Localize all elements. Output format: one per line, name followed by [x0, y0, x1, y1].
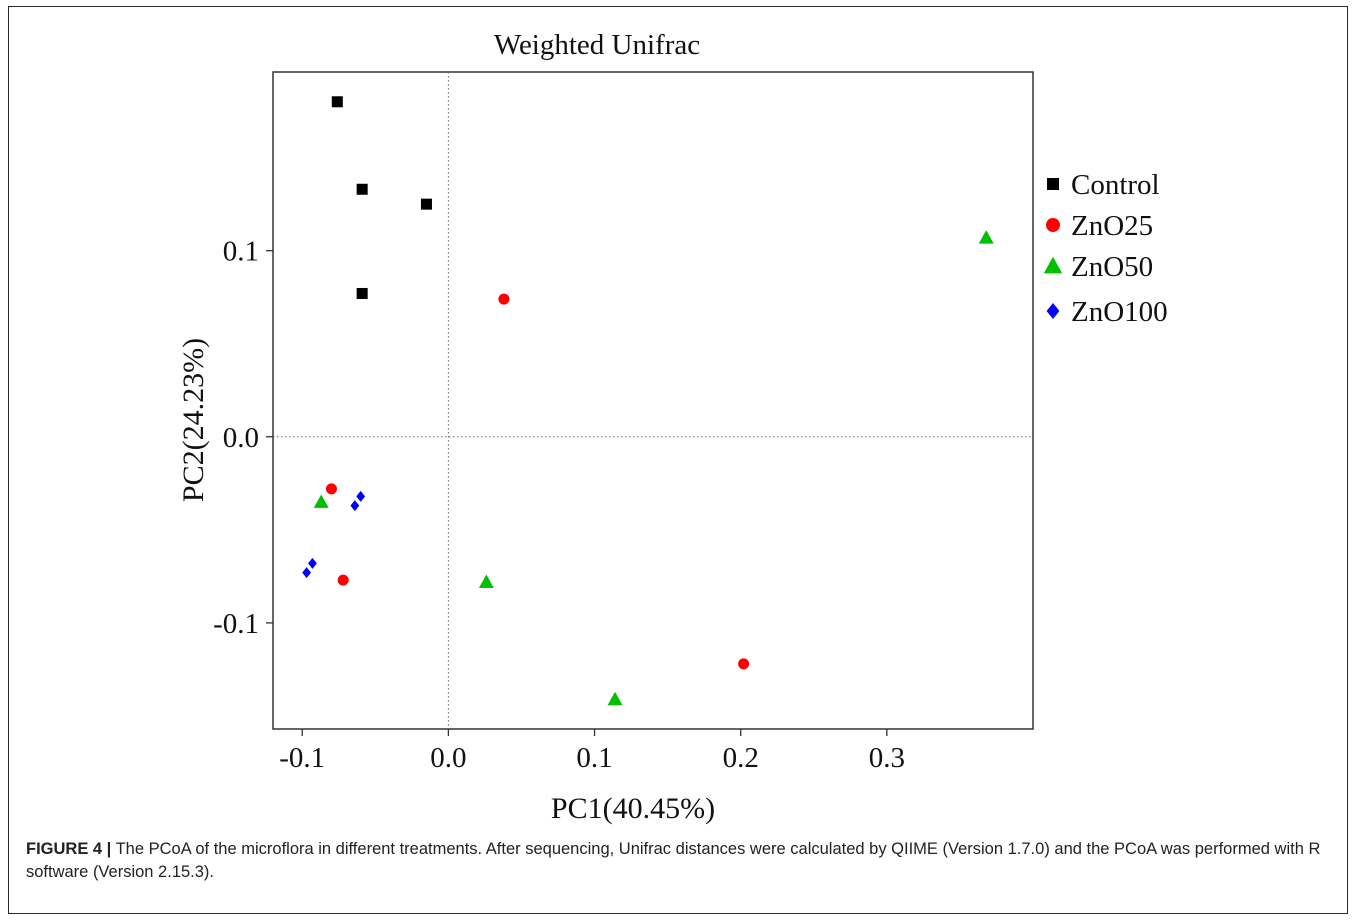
point-control: [356, 183, 368, 195]
legend-label-control: Control: [1071, 169, 1160, 201]
point-zno50: [607, 691, 623, 706]
x-tick-label: -0.1: [279, 742, 325, 774]
point-zno25: [498, 293, 510, 305]
y-tick-label: 0.0: [223, 422, 259, 454]
legend-marker-zno25: [1046, 218, 1060, 232]
axis-ticks: -0.1 0.0 0.1 0.2 0.3 -0.1 0.0 0.1: [213, 236, 905, 774]
chart-title: Weighted Unifrac: [494, 29, 700, 61]
plot-border: [272, 71, 1034, 730]
point-control: [420, 198, 432, 210]
legend-label-zno100: ZnO100: [1071, 296, 1168, 328]
point-zno100: [308, 557, 317, 569]
y-tick-label: 0.1: [223, 236, 259, 268]
point-zno100: [302, 567, 312, 579]
x-tick-label: 0.0: [430, 742, 466, 774]
plot-area: [272, 71, 1034, 730]
x-tick-label: 0.1: [576, 742, 612, 774]
legend-label-zno25: ZnO25: [1071, 210, 1153, 242]
figure-caption: FIGURE 4 | The PCoA of the microflora in…: [26, 838, 1326, 884]
legend-marker-control: [1047, 178, 1059, 190]
point-zno50: [978, 230, 994, 244]
data-points: [302, 96, 994, 706]
x-axis-label: PC1(40.45%): [551, 792, 715, 825]
caption-text: The PCoA of the microflora in different …: [26, 840, 1321, 881]
point-zno25: [337, 574, 349, 586]
point-zno100: [356, 490, 366, 502]
point-zno50: [478, 574, 494, 588]
legend-marker-zno100: [1046, 303, 1060, 319]
y-tick-label: -0.1: [213, 608, 259, 640]
point-control: [331, 96, 343, 108]
point-zno50: [313, 494, 329, 508]
point-zno25: [738, 658, 750, 670]
point-control: [356, 287, 368, 299]
figure-frame: [8, 6, 1348, 914]
y-axis-label: PC2(24.23%): [177, 338, 210, 502]
point-zno100: [350, 500, 360, 512]
legend-marker-zno50: [1043, 256, 1063, 274]
legend: Control ZnO25 ZnO50 ZnO100: [1043, 169, 1168, 328]
x-tick-label: 0.2: [723, 742, 759, 774]
legend-label-zno50: ZnO50: [1071, 251, 1153, 283]
x-tick-label: 0.3: [869, 742, 905, 774]
caption-label: FIGURE 4 |: [26, 840, 112, 858]
point-zno25: [325, 483, 337, 495]
